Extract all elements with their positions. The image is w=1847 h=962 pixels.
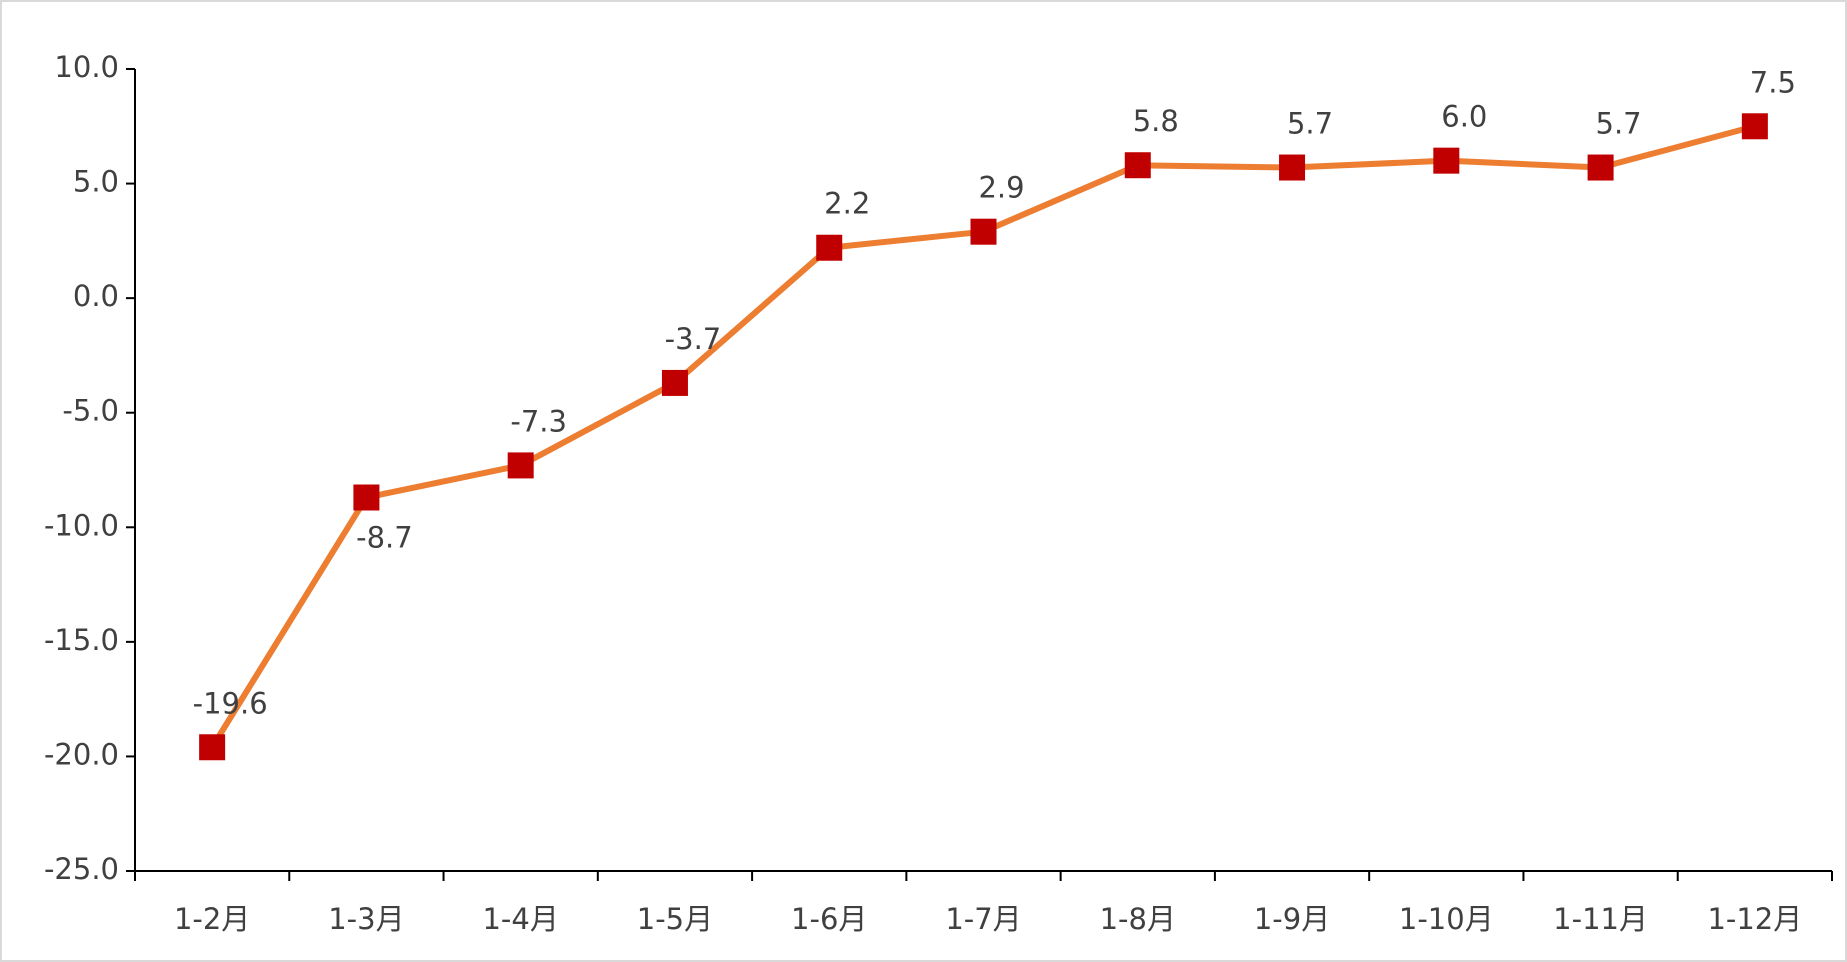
data-marker	[1279, 154, 1306, 181]
x-tick-label: 1-2月	[174, 902, 250, 936]
x-tick-label: 1-11月	[1553, 902, 1648, 936]
data-label: -8.7	[356, 520, 413, 554]
x-tick-label: 1-10月	[1399, 902, 1494, 936]
data-marker	[1433, 147, 1460, 174]
y-tick-label: 0.0	[73, 279, 119, 313]
data-marker	[661, 369, 688, 396]
data-marker	[816, 234, 843, 261]
x-tick-label: 1-7月	[945, 902, 1021, 936]
data-label: 7.5	[1750, 65, 1796, 99]
data-label: 5.8	[1133, 104, 1179, 138]
y-tick-label: 5.0	[73, 165, 119, 199]
x-tick-label: 1-8月	[1100, 902, 1176, 936]
y-tick-label: 10.0	[54, 50, 119, 84]
data-label: -7.3	[510, 404, 567, 438]
data-label: 6.0	[1441, 100, 1487, 134]
data-marker	[970, 218, 997, 245]
data-label: 5.7	[1287, 107, 1333, 141]
y-tick-label: -10.0	[44, 508, 119, 542]
y-tick-label: -20.0	[44, 737, 119, 771]
x-tick-label: 1-12月	[1707, 902, 1802, 936]
data-label: 2.2	[824, 187, 870, 221]
x-tick-label: 1-6月	[791, 902, 867, 936]
data-marker	[507, 452, 534, 479]
data-marker	[199, 734, 226, 761]
data-marker	[1587, 154, 1614, 181]
data-marker	[1124, 152, 1151, 179]
y-tick-label: -15.0	[44, 623, 119, 657]
data-label: -3.7	[665, 322, 722, 356]
data-marker	[1741, 113, 1768, 140]
x-tick-label: 1-3月	[328, 902, 404, 936]
y-tick-label: -25.0	[44, 852, 119, 886]
x-tick-label: 1-4月	[482, 902, 558, 936]
data-marker	[353, 484, 380, 511]
data-label: -19.6	[193, 686, 268, 720]
x-tick-label: 1-5月	[637, 902, 713, 936]
x-tick-label: 1-9月	[1254, 902, 1330, 936]
y-tick-label: -5.0	[62, 394, 119, 428]
data-label: 2.9	[978, 171, 1024, 205]
data-label: 5.7	[1596, 107, 1642, 141]
